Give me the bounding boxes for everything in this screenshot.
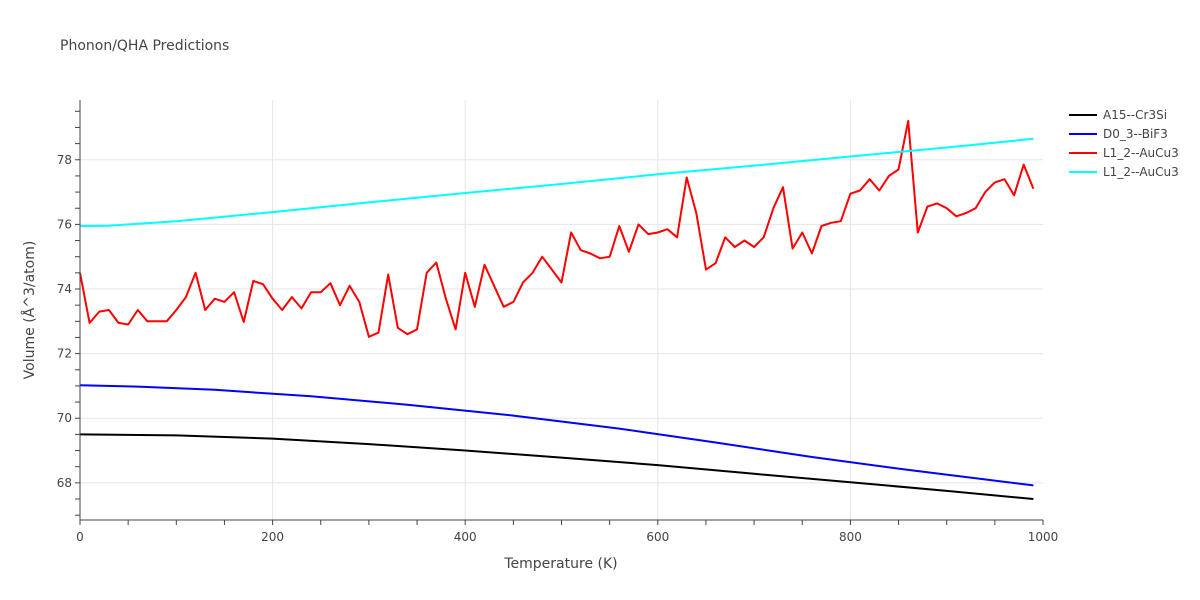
grid <box>80 100 1043 520</box>
series-group <box>79 120 1035 500</box>
axes: 0 200 400 600 800 1000 68 70 72 74 76 78 <box>57 100 1059 544</box>
x-tick-label: 800 <box>839 530 862 544</box>
x-tick-label: 400 <box>454 530 477 544</box>
legend-item[interactable]: L1_2--AuCu3 <box>1069 165 1179 179</box>
legend-item[interactable]: A15--Cr3Si <box>1069 108 1167 122</box>
legend[interactable]: A15--Cr3Si D0_3--BiF3 L1_2--AuCu3 L1_2--AuC… <box>1069 108 1179 179</box>
chart-title: Phonon/QHA Predictions <box>60 38 229 54</box>
legend-label: D0_3--BiF3 <box>1103 127 1168 141</box>
y-tick-label: 74 <box>57 282 72 296</box>
legend-label: A15--Cr3Si <box>1103 108 1167 122</box>
legend-item[interactable]: D0_3--BiF3 <box>1069 127 1168 141</box>
y-tick-label: 72 <box>57 347 72 361</box>
y-axis-title: Volume (Å^3/atom) <box>21 241 38 380</box>
series-line-2 <box>79 120 1035 338</box>
x-tick-label: 0 <box>76 530 84 544</box>
x-axis-title: Temperature (K) <box>503 556 617 572</box>
x-tick-label: 600 <box>646 530 669 544</box>
legend-label: L1_2--AuCu3 <box>1103 146 1179 160</box>
y-tick-label: 70 <box>57 411 72 425</box>
y-tick-label: 68 <box>57 476 72 490</box>
legend-item[interactable]: L1_2--AuCu3 <box>1069 146 1179 160</box>
y-tick-label: 78 <box>57 153 72 167</box>
series-line-3 <box>79 137 1034 227</box>
series-line-1 <box>79 384 1034 487</box>
series-line-0 <box>79 433 1034 500</box>
y-tick-label: 76 <box>57 217 72 231</box>
x-tick-label: 1000 <box>1028 530 1059 544</box>
legend-label: L1_2--AuCu3 <box>1103 165 1179 179</box>
x-tick-label: 200 <box>261 530 284 544</box>
